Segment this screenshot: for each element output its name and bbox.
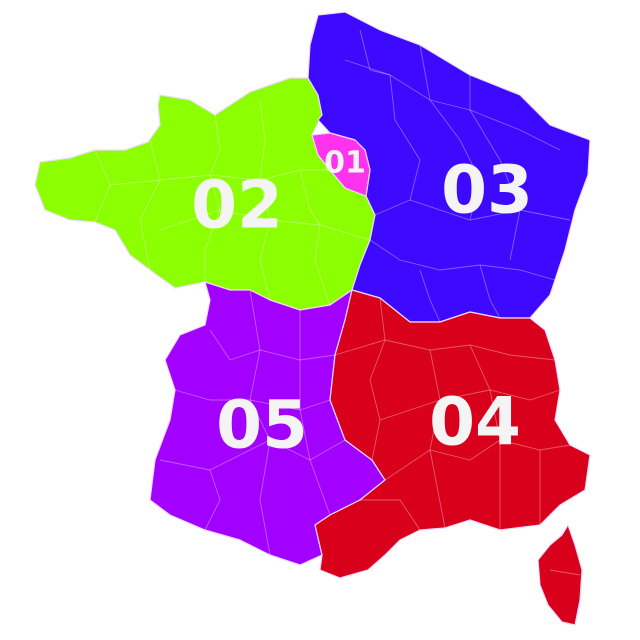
zone-05-label: 05 — [216, 387, 308, 464]
zone-04-region[interactable] — [314, 289, 591, 579]
zone-03-label: 03 — [441, 152, 533, 229]
department-boundaries — [94, 29, 581, 576]
zone-02-label: 02 — [191, 167, 283, 244]
zone-04-label: 04 — [429, 384, 521, 461]
zone-01-region[interactable] — [311, 132, 371, 197]
corsica-region[interactable] — [537, 524, 583, 626]
zone-01-label: 01 — [324, 146, 366, 181]
